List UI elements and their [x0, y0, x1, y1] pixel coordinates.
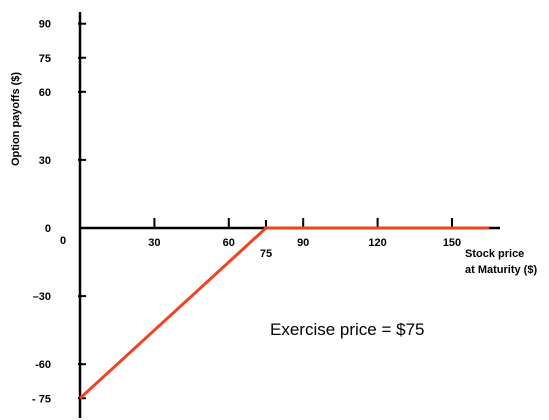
y-tick-label: 60 [39, 87, 51, 99]
y-tick-label: 90 [39, 19, 51, 31]
x-axis-label-line-2: at Maturity ($) [465, 264, 537, 276]
x-tick-label: 120 [368, 237, 386, 249]
ticks: 90 75 60 30 0 –30 -60 - 75 0 30 60 75 90 120 150 [32, 19, 461, 406]
y-tick-label: 0 [45, 223, 51, 235]
y-tick-label: -60 [35, 359, 51, 371]
x-tick-label: 60 [223, 237, 235, 249]
y-tick-label: –30 [33, 291, 51, 303]
exercise-price-annotation: Exercise price = $75 [270, 320, 425, 339]
x-tick-label: 0 [60, 235, 66, 247]
x-tick-label: 150 [443, 237, 461, 249]
axes [78, 12, 500, 418]
y-tick-label: - 75 [32, 393, 51, 405]
series-layer [78, 226, 490, 400]
y-tick-label: 75 [39, 53, 51, 65]
labels-layer: Option payoffs ($) Stock price at Maturi… [10, 72, 537, 339]
x-tick-label: 30 [148, 237, 160, 249]
payoff-line [78, 226, 490, 400]
y-tick-label: 30 [39, 155, 51, 167]
x-axis-label-line-1: Stock price [465, 248, 524, 260]
x-tick-label: 75 [260, 248, 272, 260]
y-axis-label: Option payoffs ($) [10, 72, 22, 166]
x-tick-label: 90 [297, 237, 309, 249]
